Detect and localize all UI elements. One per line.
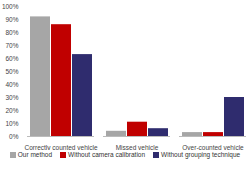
- svg-text:Over-counted vehicle: Over-counted vehicle: [182, 144, 244, 150]
- svg-text:30%: 30%: [5, 94, 18, 101]
- svg-text:0%: 0%: [9, 133, 19, 140]
- svg-text:50%: 50%: [5, 68, 18, 75]
- svg-text:Correctly counted vehicle: Correctly counted vehicle: [25, 144, 98, 150]
- svg-text:70%: 70%: [5, 42, 18, 49]
- svg-text:90%: 90%: [5, 16, 18, 23]
- svg-text:40%: 40%: [5, 81, 18, 88]
- html-text:Without grouping technique: Without grouping technique: [161, 151, 241, 158]
- svg-text:80%: 80%: [5, 29, 18, 36]
- svg-text:20%: 20%: [5, 107, 18, 114]
- html-text:Our method: Our method: [17, 151, 53, 158]
- svg-text:60%: 60%: [5, 55, 18, 62]
- svg-text:10%: 10%: [5, 120, 18, 127]
- svg-text:100%: 100%: [2, 3, 19, 10]
- svg-text:Missed vehicle: Missed vehicle: [116, 144, 159, 150]
- html-text:Without camera calibration: Without camera calibration: [68, 151, 146, 158]
